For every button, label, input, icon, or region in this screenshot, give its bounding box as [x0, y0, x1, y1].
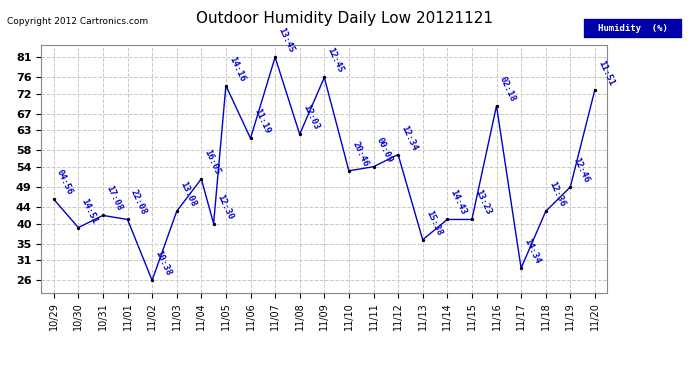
Text: 13:08: 13:08 [178, 180, 197, 209]
Text: Outdoor Humidity Daily Low 20121121: Outdoor Humidity Daily Low 20121121 [197, 11, 493, 26]
Text: 14:51: 14:51 [79, 196, 99, 225]
Point [294, 131, 305, 137]
Point [515, 265, 526, 271]
Text: 11:19: 11:19 [252, 107, 271, 135]
Text: 02:18: 02:18 [498, 75, 518, 103]
Point [344, 168, 355, 174]
Point [122, 216, 133, 222]
Text: 00:09: 00:09 [375, 136, 395, 164]
Point [319, 75, 330, 81]
Text: 12:34: 12:34 [400, 124, 419, 152]
Point [208, 220, 219, 226]
Point [146, 278, 157, 284]
Text: 15:38: 15:38 [424, 209, 444, 237]
Text: 13:45: 13:45 [277, 26, 296, 54]
Point [245, 135, 256, 141]
Point [48, 196, 59, 202]
Point [72, 225, 83, 231]
Point [442, 216, 453, 222]
Text: 12:36: 12:36 [547, 180, 566, 209]
Point [97, 212, 108, 218]
Text: 14:43: 14:43 [448, 189, 469, 217]
Text: 10:38: 10:38 [153, 249, 173, 278]
Text: 14:34: 14:34 [522, 237, 542, 266]
Point [196, 176, 207, 182]
Point [589, 87, 600, 93]
Point [417, 237, 428, 243]
Text: 16:05: 16:05 [203, 148, 222, 176]
Point [540, 209, 551, 214]
Text: 22:08: 22:08 [129, 189, 148, 217]
Text: 12:03: 12:03 [301, 104, 321, 132]
Point [565, 184, 576, 190]
Text: 17:08: 17:08 [104, 184, 124, 213]
Text: 12:45: 12:45 [326, 46, 345, 75]
Point [393, 152, 404, 157]
Text: Humidity  (%): Humidity (%) [598, 24, 668, 33]
Text: 04:56: 04:56 [55, 168, 75, 196]
Text: 12:30: 12:30 [215, 193, 235, 221]
Point [270, 54, 281, 60]
Point [466, 216, 477, 222]
Text: 11:51: 11:51 [596, 59, 615, 87]
Point [491, 103, 502, 109]
Text: 13:23: 13:23 [473, 189, 493, 217]
Point [220, 82, 231, 88]
Text: 12:46: 12:46 [572, 156, 591, 184]
Point [171, 209, 182, 214]
Text: 14:16: 14:16 [227, 55, 247, 83]
Text: 20:46: 20:46 [351, 140, 370, 168]
Point [368, 164, 379, 170]
Text: Copyright 2012 Cartronics.com: Copyright 2012 Cartronics.com [7, 17, 148, 26]
